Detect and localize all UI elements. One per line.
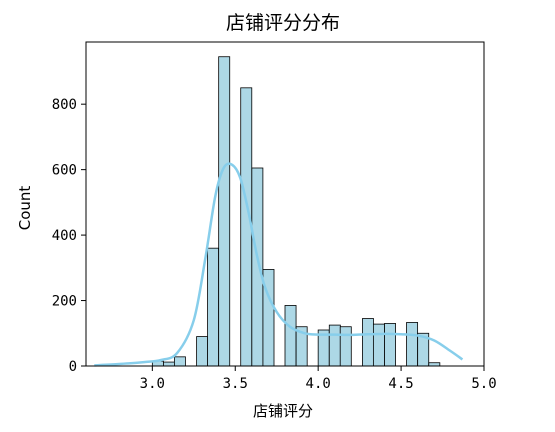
- histogram-bar: [218, 56, 231, 367]
- histogram-bar: [372, 323, 385, 367]
- x-axis-label: 店铺评分: [253, 402, 313, 420]
- histogram-bar: [240, 87, 253, 367]
- x-tick-label: 3.0: [140, 376, 165, 392]
- histogram-bar: [328, 324, 341, 367]
- histogram-bar: [284, 305, 297, 367]
- kde-group: [94, 162, 464, 367]
- x-tick-label: 3.5: [223, 376, 248, 392]
- histogram-bar: [173, 356, 186, 367]
- histogram-bar: [251, 167, 264, 367]
- bars-group: [151, 56, 441, 367]
- histogram-bar: [339, 326, 352, 367]
- histogram-bar: [362, 318, 374, 367]
- histogram-bar: [196, 336, 209, 367]
- histogram-bar: [207, 247, 220, 367]
- histogram-bar: [163, 361, 175, 367]
- x-tick-label: 4.5: [388, 376, 413, 392]
- plot-frame: [85, 41, 485, 367]
- x-tick-label: 4.0: [306, 376, 331, 392]
- y-tick-label: 600: [52, 163, 77, 179]
- chart-title: 店铺评分分布: [226, 12, 340, 34]
- y-tick-label: 800: [52, 97, 77, 113]
- y-tick-label: 0: [69, 359, 77, 375]
- x-tick-label: 5.0: [471, 376, 496, 392]
- y-tick-label: 400: [52, 228, 77, 244]
- y-axis-ticks: 0 200 400 600 800: [52, 97, 86, 375]
- histogram-bar: [406, 322, 419, 367]
- y-tick-label: 200: [52, 294, 77, 310]
- kde-line: [94, 162, 464, 367]
- histogram-bar: [384, 323, 396, 367]
- x-axis-ticks: 3.0 3.5 4.0 4.5 5.0: [140, 366, 497, 392]
- y-axis-label: Count: [16, 186, 34, 231]
